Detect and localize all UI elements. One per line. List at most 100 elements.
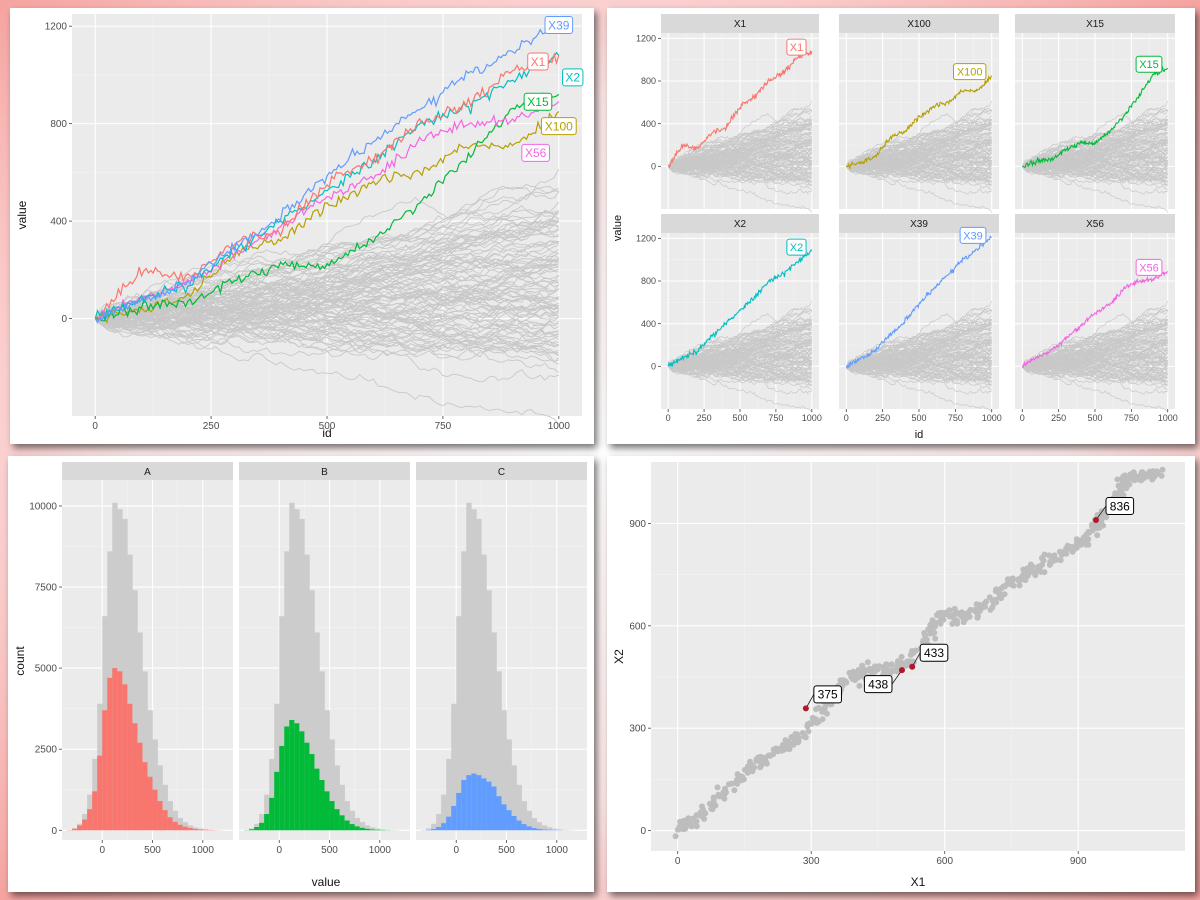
grey-series-line [667, 148, 813, 170]
highlight-point-438 [898, 667, 905, 674]
hist-bar-total [299, 518, 305, 831]
grey-series-line [668, 108, 812, 168]
hist-bar-total [374, 828, 381, 831]
hist-bar-total [187, 825, 194, 831]
scatter-point [983, 598, 990, 605]
facet-background-series [667, 300, 813, 413]
scatter-point [929, 617, 936, 624]
facet-background-series [1021, 100, 1169, 213]
scatter-point [794, 731, 801, 738]
hist-bar-b [314, 768, 320, 831]
grey-series-line [1022, 164, 1168, 191]
grey-series-line [1022, 126, 1168, 167]
hist-bar-total [147, 710, 153, 831]
p2-x2-x-tick-label: 500 [732, 413, 747, 423]
p2-x56-x-tick-label: 0 [1020, 413, 1025, 423]
scatter-point [775, 748, 781, 755]
hist-bar-total [279, 616, 285, 831]
scatter-point [864, 659, 871, 666]
hist-bar-total [249, 828, 255, 831]
grey-series-line [845, 118, 992, 167]
grey-series-line [94, 306, 559, 354]
faceted-line-chart: X1 X1 0 400 800 1200 X100 X100 X15 X15 X2 X2 0 400 800… [612, 14, 1178, 441]
hist-bar-total [142, 671, 148, 831]
hist-bar-c [521, 824, 527, 831]
scatter-point [1074, 541, 1081, 548]
hist-bar-b [344, 820, 350, 831]
grey-series-line [846, 308, 992, 368]
label-x100-text: X100 [545, 119, 573, 133]
hist-bar-total [324, 710, 330, 831]
hist-bar-total [546, 827, 553, 831]
hist-bar-a [147, 776, 153, 831]
facet-label-x2-text: X2 [790, 242, 803, 254]
scatter-point [757, 753, 764, 760]
hist-bar-b [369, 829, 376, 831]
grey-series-line [846, 350, 992, 372]
hist-bar-total [329, 739, 335, 831]
scatter-point [1068, 543, 1075, 550]
p3-b-x-tick-label: 500 [321, 845, 338, 856]
hist-bar-a [92, 791, 98, 831]
p2-x1-y-tick-label: 0 [651, 161, 656, 171]
label-x2-text: X2 [565, 71, 580, 85]
facet-label-x56: X56 [1135, 258, 1163, 276]
grey-series-line [1022, 357, 1168, 378]
scatter-point [874, 666, 881, 673]
scatter-point [795, 737, 802, 744]
facet-title-x2: X2 [734, 219, 747, 230]
facet-title-x1: X1 [734, 19, 747, 30]
facet-label-x39: X39 [959, 226, 987, 244]
hist-bar-total [436, 814, 442, 831]
hist-bar-total [172, 810, 178, 831]
scatter-point [749, 762, 756, 769]
facet-label-x2: X2 [786, 238, 807, 256]
facet-background-series [1021, 300, 1169, 413]
facet-background-series [667, 100, 813, 213]
facet-series-line-x39 [845, 235, 992, 370]
hist-bar-b [354, 826, 361, 831]
facet-label-x39-box [959, 226, 987, 244]
p1-y-tick-label: 1200 [45, 22, 68, 33]
scatter-x1-vs-x2: 836 375 438 433 0 300 600 900 0 300 600 900 X1 X2 [612, 462, 1185, 889]
scatter-point [880, 664, 887, 670]
hist-bar-total [486, 590, 492, 831]
facet-label-x2-box [786, 238, 807, 256]
facet-strip-b [239, 462, 410, 480]
grey-series-line [667, 161, 812, 178]
grey-series-line [668, 364, 813, 391]
p2-x2-x-tick-label: 0 [666, 413, 671, 423]
label-x1-box [527, 52, 549, 71]
scatter-point [1040, 557, 1047, 564]
scatter-point [966, 613, 973, 620]
hist-bar-total [182, 822, 189, 831]
grey-series-line [668, 126, 813, 167]
hist-bar-c [481, 778, 487, 831]
p3-c-x-tick-label: 500 [498, 845, 515, 856]
hist-bar-a [127, 703, 133, 831]
hist-bar-c [441, 823, 447, 831]
facet-strip-x15 [1015, 14, 1175, 33]
scatter-point [721, 795, 728, 802]
grey-series-line [667, 362, 812, 374]
series-line-x100 [94, 111, 560, 324]
grey-series-line [95, 220, 559, 322]
facet-title-x100: X100 [907, 19, 931, 30]
p3-a-y-tick-label: 5000 [35, 664, 58, 675]
scatter-point [766, 752, 773, 759]
scatter-point [810, 716, 817, 722]
p1-x-tick-label: 250 [203, 421, 220, 432]
hist-bar-total [379, 829, 386, 831]
scatter-point [714, 784, 721, 791]
scatter-point [894, 659, 901, 666]
grey-series-line [94, 278, 560, 325]
highlight-label-836-box [1105, 497, 1135, 516]
hist-bar-a [102, 710, 108, 831]
grey-series-line [846, 300, 993, 370]
p4-y-tick-label: 600 [629, 621, 646, 632]
facet-label-x15-text: X15 [1139, 59, 1159, 71]
grey-series-line [667, 122, 813, 167]
facet-label-x15: X15 [1135, 55, 1163, 73]
hist-bar-b [359, 827, 366, 831]
scatter-point [731, 787, 738, 794]
